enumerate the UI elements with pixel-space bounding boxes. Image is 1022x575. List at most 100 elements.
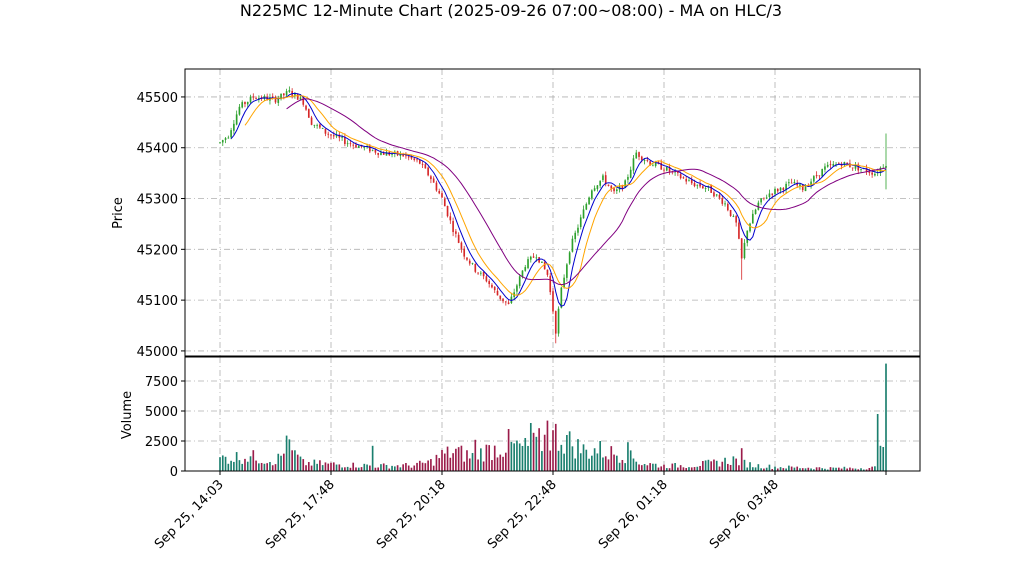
candle-body bbox=[804, 186, 807, 192]
volume-bar bbox=[790, 466, 793, 471]
candle-body bbox=[524, 267, 527, 271]
volume-bar bbox=[316, 463, 318, 471]
candle-body bbox=[779, 187, 782, 191]
volume-bar bbox=[618, 462, 621, 471]
volume-bar bbox=[707, 459, 710, 471]
volume-bar bbox=[324, 462, 327, 471]
volume-bar bbox=[546, 420, 549, 471]
volume-bar bbox=[230, 460, 232, 471]
candle-body bbox=[710, 184, 713, 193]
volume-bar bbox=[649, 463, 651, 471]
candle-body bbox=[826, 164, 829, 167]
volume-bar bbox=[332, 462, 335, 471]
candle-body bbox=[441, 193, 443, 198]
volume-tick-label: 7500 bbox=[145, 375, 178, 390]
volume-bar bbox=[837, 467, 840, 471]
candle-body bbox=[810, 181, 812, 186]
volume-bar bbox=[613, 454, 615, 471]
candle-body bbox=[832, 164, 835, 166]
candle-body bbox=[435, 182, 438, 191]
candle-body bbox=[496, 290, 499, 296]
candle-body bbox=[280, 93, 282, 100]
candle-body bbox=[566, 264, 568, 278]
candle-body bbox=[871, 172, 873, 175]
volume-bar bbox=[380, 464, 382, 471]
candle-body bbox=[607, 184, 610, 186]
volume-bar bbox=[599, 441, 602, 471]
volume-bar bbox=[871, 466, 873, 471]
candle-body bbox=[549, 275, 552, 293]
candle-body bbox=[582, 209, 585, 219]
volume-bar bbox=[524, 437, 527, 471]
volume-bar bbox=[344, 467, 346, 471]
candle-body bbox=[421, 163, 424, 165]
volume-bar bbox=[632, 458, 635, 471]
candle-body bbox=[577, 227, 579, 233]
price-tick-label: 45200 bbox=[137, 243, 178, 258]
candle-body bbox=[785, 183, 787, 191]
volume-bar bbox=[252, 450, 255, 471]
volume-bar bbox=[835, 467, 837, 471]
candle-body bbox=[568, 252, 571, 264]
candle-body bbox=[369, 145, 371, 152]
candle-body bbox=[377, 152, 380, 155]
volume-bar bbox=[782, 468, 785, 471]
volume-bar bbox=[679, 465, 682, 471]
volume-y-axis: 0 2500 5000 7500 bbox=[145, 375, 185, 480]
volume-bar bbox=[313, 459, 316, 471]
candle-body bbox=[790, 182, 793, 184]
candle-body bbox=[482, 271, 485, 277]
volume-bar bbox=[341, 467, 343, 471]
candle-body bbox=[527, 259, 529, 269]
candle-body bbox=[316, 124, 318, 126]
candle-body bbox=[277, 98, 280, 103]
candle-body bbox=[405, 155, 407, 157]
volume-bar bbox=[535, 436, 538, 471]
price-tick-label: 45300 bbox=[137, 193, 178, 208]
volume-bar bbox=[832, 467, 835, 471]
candle-body bbox=[702, 186, 704, 189]
volume-bar bbox=[596, 453, 599, 471]
price-axis-label: Price bbox=[111, 197, 126, 229]
candle-body bbox=[713, 192, 715, 197]
candle-body bbox=[455, 231, 457, 234]
volume-bar bbox=[277, 453, 280, 471]
candle-body bbox=[732, 216, 735, 217]
candle-body bbox=[574, 232, 577, 240]
candle-body bbox=[621, 185, 624, 189]
candle-body bbox=[244, 102, 246, 105]
candle-body bbox=[532, 256, 535, 258]
candle-body bbox=[307, 109, 310, 118]
volume-bar bbox=[327, 463, 330, 471]
volume-bar bbox=[785, 468, 787, 471]
candle-body bbox=[502, 298, 504, 302]
volume-bar bbox=[607, 459, 610, 471]
volume-bar bbox=[757, 464, 760, 471]
candle-body bbox=[296, 93, 299, 100]
candle-body bbox=[860, 169, 862, 170]
candle-body bbox=[588, 197, 590, 205]
candle-body bbox=[241, 102, 244, 108]
candle-body bbox=[746, 230, 749, 243]
volume-bar bbox=[346, 466, 349, 471]
candle-body bbox=[693, 183, 696, 187]
volume-bar bbox=[627, 442, 629, 471]
volume-bar bbox=[879, 445, 882, 471]
volume-bar bbox=[319, 460, 321, 471]
volume-bar bbox=[541, 451, 543, 471]
volume-bar bbox=[221, 455, 224, 471]
candle-body bbox=[335, 134, 338, 137]
volume-bar bbox=[862, 469, 865, 471]
volume-bar bbox=[582, 444, 585, 471]
candle-body bbox=[407, 156, 410, 158]
volume-bar bbox=[393, 466, 396, 471]
candle-body bbox=[518, 276, 521, 287]
volume-bar bbox=[288, 439, 291, 471]
volume-bar bbox=[480, 448, 482, 471]
candle-body bbox=[796, 182, 799, 186]
volume-bar bbox=[629, 450, 632, 471]
volume-bar bbox=[579, 453, 582, 471]
candle-body bbox=[324, 128, 327, 134]
volume-bar bbox=[307, 462, 310, 471]
volume-bar bbox=[635, 461, 638, 471]
